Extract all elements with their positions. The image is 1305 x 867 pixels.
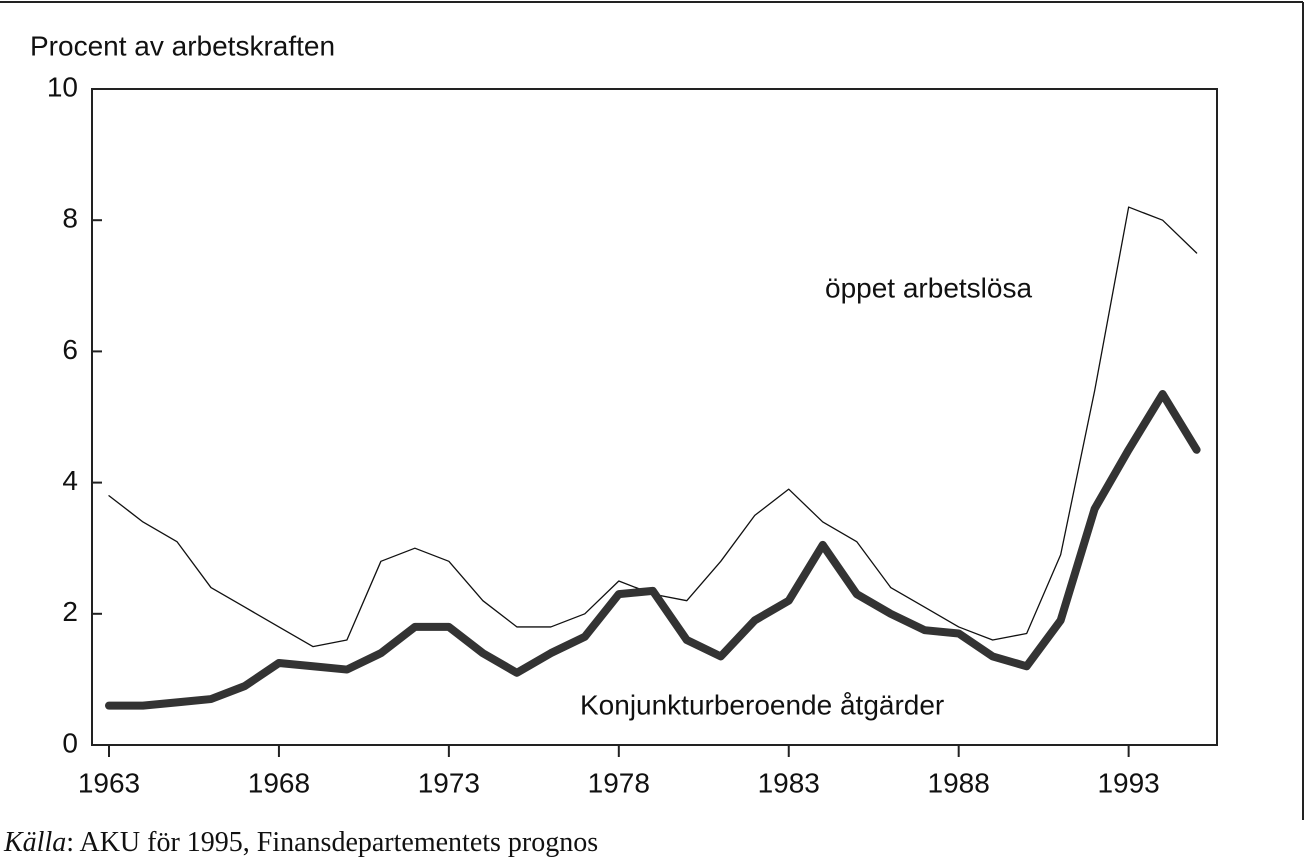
x-tick-label: 1963 — [78, 767, 140, 798]
data-line — [104, 390, 1201, 710]
x-tick-label: 1978 — [588, 767, 650, 798]
x-tick-label: 1988 — [928, 767, 990, 798]
y-tick-label: 8 — [62, 203, 78, 234]
source-label: Källa — [3, 827, 66, 858]
series-label: öppet arbetslösa — [825, 272, 1032, 303]
series-label: Konjunkturberoende åtgärder — [580, 689, 944, 720]
y-tick-label: 4 — [62, 465, 78, 496]
x-tick-label: 1983 — [758, 767, 820, 798]
y-tick-label: 10 — [47, 71, 78, 102]
y-tick-label: 6 — [62, 334, 78, 365]
y-axis-label: Procent av arbetskraften — [30, 30, 335, 61]
plot-frame — [91, 88, 1218, 746]
x-tick-label: 1968 — [248, 767, 310, 798]
x-tick-label: 1973 — [418, 767, 480, 798]
data-line — [108, 206, 1198, 648]
source: Källa: AKU för 1995, Finansdepartementet… — [3, 827, 598, 858]
y-tick-label: 0 — [62, 727, 78, 758]
x-tick-label: 1993 — [1097, 767, 1159, 798]
y-tick-label: 2 — [62, 596, 78, 627]
source-text: : AKU för 1995, Finansdepartementets pro… — [66, 827, 598, 858]
